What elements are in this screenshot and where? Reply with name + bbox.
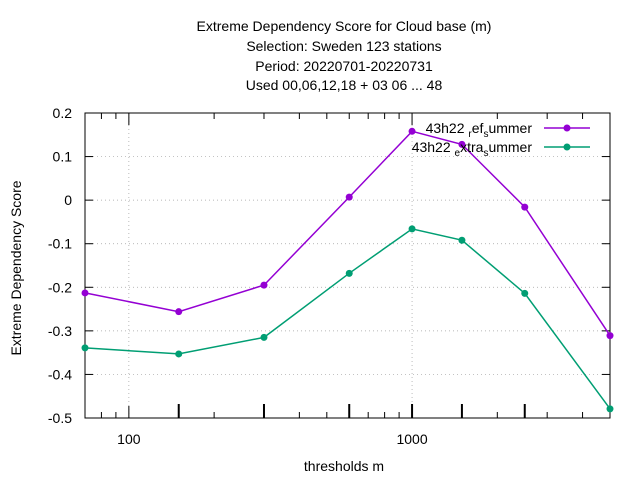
grid bbox=[85, 113, 610, 418]
series-1-point bbox=[260, 281, 268, 289]
series-1-point bbox=[458, 140, 466, 148]
title-line-2: Selection: Sweden 123 stations bbox=[246, 38, 441, 54]
x-axis-label: thresholds m bbox=[304, 458, 384, 474]
plot-frame bbox=[84, 112, 611, 419]
y-tick-label: -0.5 bbox=[48, 410, 72, 426]
title-line-4: Used 00,06,12,18 + 03 06 ... 48 bbox=[246, 77, 443, 93]
series-layer bbox=[81, 127, 614, 413]
title-line-3: Period: 20220701-20220731 bbox=[255, 58, 433, 74]
y-tick-label: -0.3 bbox=[48, 323, 72, 339]
legend-marker-1 bbox=[563, 124, 571, 132]
chart-title: Extreme Dependency Score for Cloud base … bbox=[197, 18, 492, 93]
legend-marker-2 bbox=[563, 143, 571, 151]
y-tick-label: -0.4 bbox=[48, 366, 72, 382]
series-2-point bbox=[408, 225, 416, 233]
series-2-point bbox=[521, 289, 529, 297]
series-2-point bbox=[458, 236, 466, 244]
series-1-point bbox=[521, 203, 529, 211]
series-1-point bbox=[408, 127, 416, 135]
axis-ticks: -0.5 -0.4 -0.3 -0.2 -0.1 0 0.1 0.2 100 1000 bbox=[48, 105, 610, 447]
series-1-point bbox=[606, 332, 614, 340]
series-line-2 bbox=[84, 228, 611, 410]
y-tick-label: 0 bbox=[64, 192, 72, 208]
series-2-point bbox=[606, 405, 614, 413]
y-tick-label: -0.2 bbox=[48, 279, 72, 295]
series-1-point bbox=[175, 308, 183, 316]
y-tick-label: 0.2 bbox=[53, 105, 73, 121]
series-2-point bbox=[81, 344, 89, 352]
legend-label-1: 43h22 refsummer bbox=[426, 120, 533, 140]
series-2-point bbox=[260, 333, 268, 341]
series-2-point bbox=[175, 350, 183, 358]
series-1-point bbox=[81, 289, 89, 297]
x-tick-label: 1000 bbox=[396, 431, 427, 447]
y-axis-label: Extreme Dependency Score bbox=[8, 180, 24, 355]
x-tick-label: 100 bbox=[117, 431, 141, 447]
series-line-1 bbox=[84, 130, 611, 337]
y-tick-label: -0.1 bbox=[48, 236, 72, 252]
series-1-point bbox=[345, 193, 353, 201]
legend-label-2: 43h22 extrasummer bbox=[412, 139, 533, 159]
title-line-1: Extreme Dependency Score for Cloud base … bbox=[197, 18, 492, 34]
y-tick-label: 0.1 bbox=[53, 149, 73, 165]
series-2-point bbox=[345, 269, 353, 277]
